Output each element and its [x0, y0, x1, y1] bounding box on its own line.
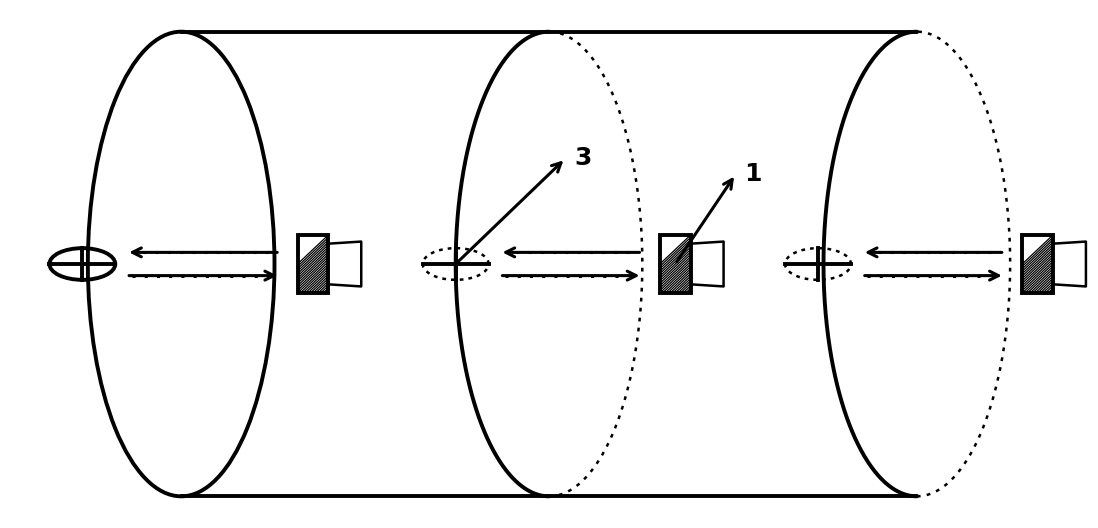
- Bar: [660, 235, 691, 293]
- Bar: [298, 235, 328, 293]
- Bar: [1022, 235, 1053, 293]
- Bar: [1022, 235, 1053, 293]
- Bar: [660, 235, 691, 293]
- Text: 1: 1: [744, 162, 762, 186]
- Text: 3: 3: [574, 146, 592, 171]
- Bar: [298, 235, 328, 293]
